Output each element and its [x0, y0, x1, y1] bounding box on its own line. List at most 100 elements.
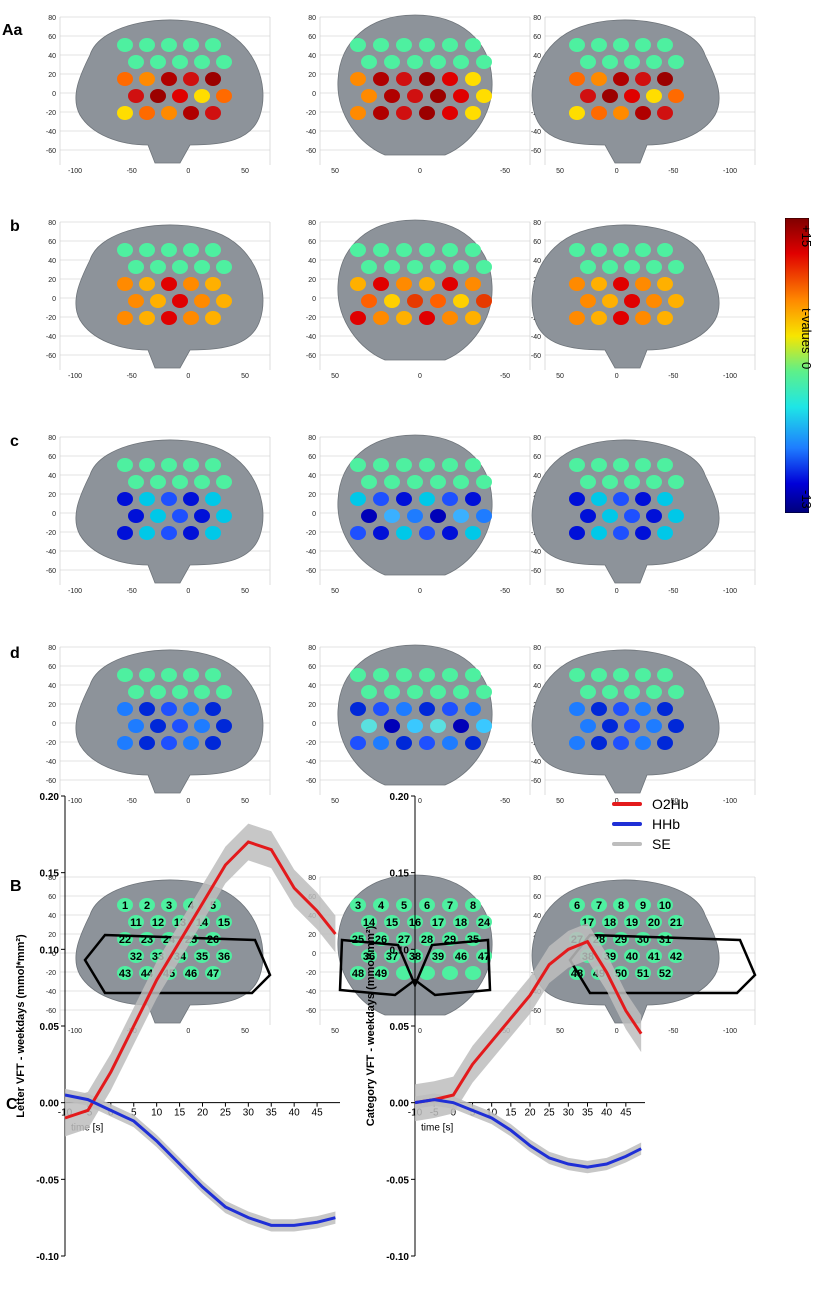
- roi-outline: [83, 933, 272, 995]
- fnirs-channel: [635, 966, 651, 980]
- roi-outline: [338, 938, 492, 997]
- legend-swatch-o2hb: [612, 802, 642, 806]
- x-tick: -50: [668, 168, 678, 175]
- fnirs-channel: [194, 949, 210, 963]
- fnirs-channel: [430, 475, 446, 489]
- fnirs-channel: [128, 89, 144, 103]
- channel-number: 5: [401, 900, 407, 912]
- channel-number: 48: [352, 968, 364, 980]
- x-tick-label: 45: [620, 1108, 632, 1119]
- x-tick: 0: [186, 168, 190, 175]
- fnirs-channel: [668, 509, 684, 523]
- fnirs-channel: [396, 277, 412, 291]
- fnirs-channel: [442, 311, 458, 325]
- fnirs-channel: [613, 311, 629, 325]
- z-tick: 80: [308, 875, 316, 882]
- z-tick: -60: [531, 1008, 541, 1015]
- x-tick-label: 35: [582, 1108, 594, 1119]
- panel-label-d: d: [10, 645, 20, 662]
- x-tick: 50: [241, 168, 249, 175]
- channel-number: 36: [218, 951, 230, 963]
- brain-surface: [531, 649, 720, 794]
- x-tick-label: 25: [544, 1108, 556, 1119]
- fnirs-channel: [476, 294, 492, 308]
- fnirs-channel: [624, 685, 640, 699]
- fnirs-channel: [602, 475, 618, 489]
- fnirs-channel: [216, 685, 232, 699]
- fnirs-channel: [183, 311, 199, 325]
- channel-number: 12: [152, 917, 164, 929]
- fnirs-channel: [591, 311, 607, 325]
- fnirs-channel: [216, 509, 232, 523]
- fnirs-channel: [350, 702, 366, 716]
- z-tick: -40: [46, 989, 56, 996]
- fnirs-channel: [172, 294, 188, 308]
- brain-surface: [75, 224, 264, 369]
- x-tick: 0: [186, 798, 190, 805]
- fnirs-channel: [396, 898, 412, 912]
- channel-number: 1: [122, 900, 128, 912]
- fnirs-channel: [442, 736, 458, 750]
- panel-label-C: C: [6, 1096, 18, 1113]
- fnirs-channel: [465, 277, 481, 291]
- fnirs-channel: [373, 106, 389, 120]
- fnirs-channel: [396, 243, 412, 257]
- channel-number: 41: [648, 951, 660, 963]
- fnirs-channel: [569, 72, 585, 86]
- y-tick-label: -0.05: [36, 1175, 59, 1186]
- series-line-o2hb: [64, 840, 337, 1120]
- fnirs-channel: [205, 458, 221, 472]
- fnirs-channel: [361, 509, 377, 523]
- fnirs-channel: [476, 89, 492, 103]
- fnirs-channel: [624, 475, 640, 489]
- fnirs-channel: [150, 719, 166, 733]
- y-tick-label: 0.15: [40, 869, 60, 880]
- brain-svg: 80 60 40 20 0 -20 -40 -60 50 0 -50: [306, 644, 531, 805]
- letter-vft-plot: 0.200.150.100.050.00-0.05-0.10-10-505101…: [10, 770, 345, 1290]
- fnirs-channel: [161, 72, 177, 86]
- fnirs-channel: [419, 106, 435, 120]
- fnirs-channel: [117, 898, 133, 912]
- fnirs-channel: [465, 526, 481, 540]
- fnirs-channel: [591, 492, 607, 506]
- y-tick-label: 0.15: [390, 869, 410, 880]
- fnirs-channel: [657, 966, 673, 980]
- channel-number: 3: [355, 900, 361, 912]
- fnirs-channel: [183, 526, 199, 540]
- x-tick: 50: [331, 168, 339, 175]
- x-tick: 0: [186, 588, 190, 595]
- fnirs-channel: [139, 736, 155, 750]
- x-tick: 50: [331, 588, 339, 595]
- fnirs-channel: [216, 294, 232, 308]
- fnirs-channel: [476, 915, 492, 929]
- z-tick: -20: [46, 970, 56, 977]
- fnirs-channel: [430, 260, 446, 274]
- channel-number: 10: [659, 900, 671, 912]
- z-tick: -20: [46, 740, 56, 747]
- fnirs-channel: [419, 492, 435, 506]
- fnirs-channel: [183, 702, 199, 716]
- x-tick: -100: [723, 588, 737, 595]
- fnirs-channel: [361, 915, 377, 929]
- z-tick: 40: [533, 258, 541, 265]
- brain-svg: 80 60 40 20 0 -20 -40 -60 -100 -50 0 50: [46, 15, 271, 175]
- fnirs-channel: [635, 72, 651, 86]
- z-tick: -60: [306, 568, 316, 575]
- fnirs-channel: [453, 55, 469, 69]
- x-tick: 50: [331, 373, 339, 380]
- fnirs-channel: [194, 55, 210, 69]
- fnirs-channel: [442, 72, 458, 86]
- fnirs-channel: [373, 702, 389, 716]
- fnirs-channel: [646, 294, 662, 308]
- fnirs-channel: [150, 55, 166, 69]
- series-line-hhb: [414, 1098, 642, 1169]
- fnirs-channel: [194, 260, 210, 274]
- fnirs-channel: [580, 294, 596, 308]
- fnirs-channel: [646, 89, 662, 103]
- fnirs-channel: [117, 458, 133, 472]
- fnirs-channel: [350, 526, 366, 540]
- fnirs-channel: [657, 458, 673, 472]
- x-tick: -100: [68, 1028, 82, 1035]
- fnirs-channel: [183, 966, 199, 980]
